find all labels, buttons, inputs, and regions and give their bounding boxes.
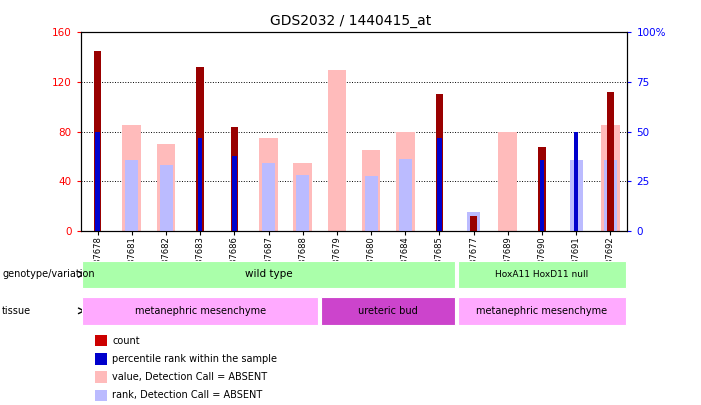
Bar [604,160,617,231]
Bar [94,51,102,231]
Bar [198,138,203,231]
Bar [498,132,517,231]
Text: metanephric mesenchyme: metanephric mesenchyme [477,306,608,316]
Bar [82,261,455,288]
Bar [606,92,614,231]
Bar [297,175,309,231]
Text: genotype/variation: genotype/variation [2,269,95,279]
Bar [601,126,620,231]
Bar [574,132,578,231]
Bar [458,297,626,324]
Bar [262,163,275,231]
Bar [396,132,415,231]
Bar [470,216,477,231]
Bar [362,150,381,231]
Bar [156,144,175,231]
Bar [259,138,278,231]
Bar [458,261,626,288]
Bar [327,70,346,231]
Bar [232,156,237,231]
Text: count: count [112,336,139,345]
Bar [538,147,545,231]
Bar [365,176,378,231]
Bar [125,160,138,231]
Text: GDS2032 / 1440415_at: GDS2032 / 1440415_at [270,14,431,28]
Text: rank, Detection Call = ABSENT: rank, Detection Call = ABSENT [112,390,262,400]
Bar [399,159,411,231]
Bar [82,297,318,324]
Bar [95,132,100,231]
Text: percentile rank within the sample: percentile rank within the sample [112,354,277,364]
Bar [293,163,312,231]
Text: wild type: wild type [245,269,292,279]
Text: HoxA11 HoxD11 null: HoxA11 HoxD11 null [496,270,589,279]
Text: value, Detection Call = ABSENT: value, Detection Call = ABSENT [112,372,267,382]
Bar [160,165,172,231]
Bar [95,353,107,365]
Bar [231,127,238,231]
Text: metanephric mesenchyme: metanephric mesenchyme [135,306,266,316]
Text: ureteric bud: ureteric bud [358,306,418,316]
Bar [570,160,583,231]
Bar [95,335,107,346]
Bar [95,371,107,383]
Bar [321,297,455,324]
Text: tissue: tissue [2,306,32,316]
Bar [436,94,443,231]
Bar [467,212,480,231]
Bar [196,67,204,231]
Bar [95,390,107,401]
Bar [437,138,442,231]
Bar [123,126,142,231]
Bar [540,160,544,231]
